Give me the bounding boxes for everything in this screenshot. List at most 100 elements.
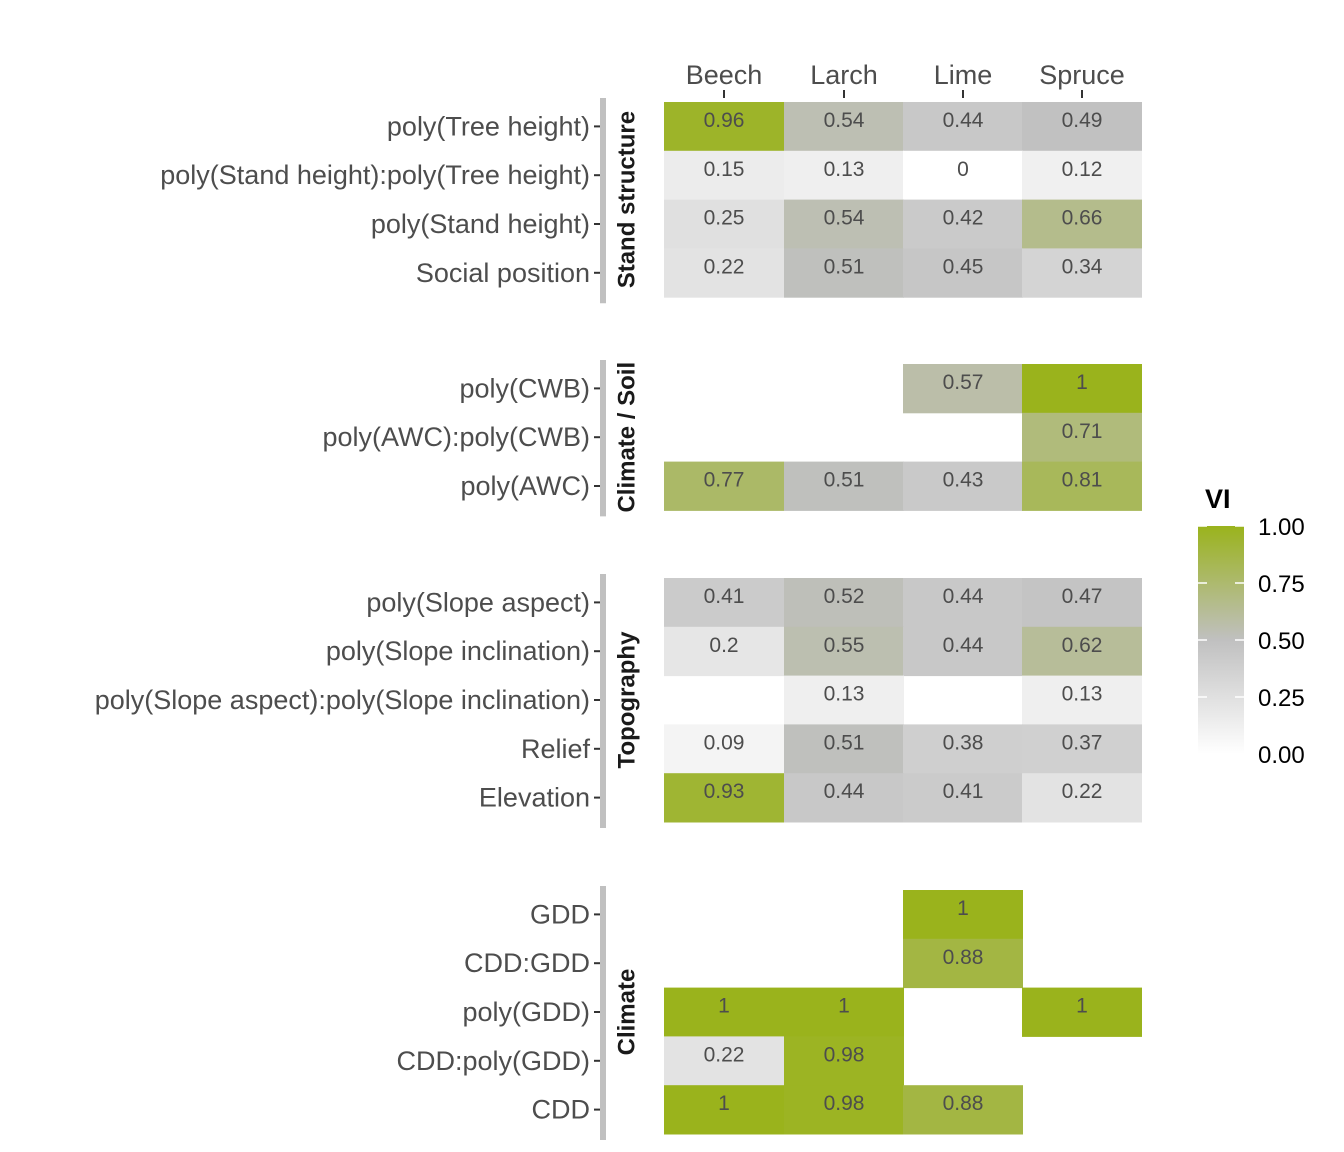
heatmap-cell (664, 987, 784, 1037)
legend-tick-label: 0.50 (1258, 628, 1305, 655)
heatmap-cell (1022, 461, 1142, 511)
cell-value-label: 0.2 (709, 634, 738, 657)
cell-value-label: 0 (957, 158, 969, 181)
cell-value-label: 0.44 (824, 780, 865, 803)
cell-value-label: 1 (1076, 995, 1088, 1018)
facet-climate-soil: Climate / Soil poly(CWB) 0.57 1 poly(AWC):po… (322, 360, 1142, 517)
heatmap-cell (664, 1085, 784, 1135)
row-label-elevation: Elevation (479, 783, 590, 813)
heatmap-cell (664, 626, 784, 677)
cell-value-label: 0.47 (1062, 585, 1103, 608)
legend-title: VI (1205, 484, 1231, 514)
heatmap-cell (903, 626, 1023, 677)
heatmap-cell (903, 578, 1023, 628)
cell-value-label: 0.44 (943, 585, 984, 608)
heatmap-cell (664, 102, 784, 152)
cell-value-label: 0.81 (1062, 469, 1103, 492)
facet-label: Topography (614, 631, 641, 769)
legend: VI 1.00 0.75 0.50 0.25 0.00 (1198, 484, 1305, 769)
heatmap-cell (784, 724, 904, 774)
cell-value-label: 0.41 (704, 585, 745, 608)
heatmap-cell (664, 578, 784, 628)
cell-value-label: 0.49 (1062, 109, 1103, 132)
cell-value-label: 0.54 (824, 207, 865, 230)
cell-value-label: 0.88 (943, 946, 984, 969)
heatmap-cell (903, 102, 1023, 152)
facets: Stand structure poly(Tree height) 0.96 0.54… (95, 98, 1142, 1140)
cell-value-label: 0.88 (943, 1092, 984, 1115)
heatmap-cell (1022, 724, 1142, 774)
cell-value-label: 0.66 (1062, 207, 1103, 230)
heatmap-cell (784, 199, 904, 249)
heatmap-cell (1022, 412, 1142, 463)
column-label-lime: Lime (934, 60, 993, 90)
heatmap-cell (784, 1036, 904, 1086)
heatmap-cell (903, 724, 1023, 774)
heatmap-cell (903, 1085, 1023, 1135)
legend-ticks: 1.00 0.75 0.50 0.25 0.00 (1198, 514, 1305, 769)
cell-value-label: 0.43 (943, 469, 984, 492)
cell-value-label: 0.54 (824, 109, 865, 132)
cell-value-label: 0.22 (704, 255, 745, 278)
legend-tick-label: 0.25 (1258, 685, 1305, 712)
cell-value-label: 1 (1076, 371, 1088, 394)
cell-value-label: 0.96 (704, 109, 745, 132)
facet-strip-label: Topography (614, 631, 641, 769)
row-label-poly-stand-height-poly-tree-height: poly(Stand height):poly(Tree height) (160, 160, 590, 190)
cell-value-label: 0.37 (1062, 731, 1103, 754)
cell-value-label: 1 (718, 1092, 730, 1115)
row-label-cdd-gdd: CDD:GDD (464, 948, 590, 978)
heatmap-cell (784, 987, 904, 1037)
heatmap-cell (903, 890, 1023, 940)
heatmap-cell (1022, 987, 1142, 1037)
row-label-social-position: Social position (416, 258, 590, 288)
heatmap-cell (784, 773, 904, 823)
row-label-poly-slope-aspect-poly-slope-inclination: poly(Slope aspect):poly(Slope inclinatio… (95, 685, 590, 715)
cell-value-label: 0.51 (824, 731, 865, 754)
cell-value-label: 0.77 (704, 469, 745, 492)
heatmap-cell (903, 199, 1023, 249)
heatmap-cell (1022, 150, 1142, 201)
cell-value-label: 0.44 (943, 634, 984, 657)
row-label-poly-tree-height: poly(Tree height) (387, 111, 590, 141)
cell-value-label: 1 (718, 995, 730, 1018)
heatmap-cell (784, 150, 904, 201)
column-label-larch: Larch (810, 60, 878, 90)
column-axis: Beech Larch Lime Spruce (686, 60, 1125, 98)
column-label-beech: Beech (686, 60, 763, 90)
row-label-poly-cwb: poly(CWB) (459, 373, 590, 403)
heatmap-cell (784, 248, 904, 298)
heatmap-cell (664, 461, 784, 511)
cell-value-label: 0.51 (824, 469, 865, 492)
cell-value-label: 0.12 (1062, 158, 1103, 181)
heatmap-cell (903, 773, 1023, 823)
heatmap-cell (784, 675, 904, 725)
cell-value-label: 0.22 (704, 1043, 745, 1066)
row-label-cdd-poly-gdd: CDD:poly(GDD) (396, 1046, 590, 1076)
legend-tick-label: 0.75 (1258, 571, 1305, 598)
legend-tick-label: 1.00 (1258, 514, 1305, 541)
cell-value-label: 0.34 (1062, 255, 1103, 278)
row-label-relief: Relief (521, 734, 591, 764)
cell-value-label: 1 (957, 897, 969, 920)
cell-value-label: 0.41 (943, 780, 984, 803)
cell-value-label: 0.38 (943, 731, 984, 754)
facet-strip-label: Climate (614, 969, 641, 1056)
cell-value-label: 0.42 (943, 207, 984, 230)
heatmap-cell (903, 461, 1023, 511)
cell-value-label: 0.52 (824, 585, 865, 608)
heatmap-cell (903, 248, 1023, 298)
cell-value-label: 0.44 (943, 109, 984, 132)
facet-stand-structure: Stand structure poly(Tree height) 0.96 0.54… (160, 98, 1142, 304)
heatmap-cell (784, 626, 904, 677)
facet-strip-label: Stand structure (614, 111, 641, 288)
heatmap-cell (784, 102, 904, 152)
row-label-gdd: GDD (530, 899, 590, 929)
cell-value-label: 0.13 (824, 683, 865, 706)
heatmap-cell (1022, 675, 1142, 725)
facet-climate: Climate GDD 1 CDD:GDD 0.88 poly(GDD) 1 1 1 CDD:po… (396, 886, 1142, 1140)
facet-label: Climate (614, 969, 641, 1056)
row-label-cdd: CDD (532, 1095, 591, 1125)
heatmap-cell (1022, 626, 1142, 677)
